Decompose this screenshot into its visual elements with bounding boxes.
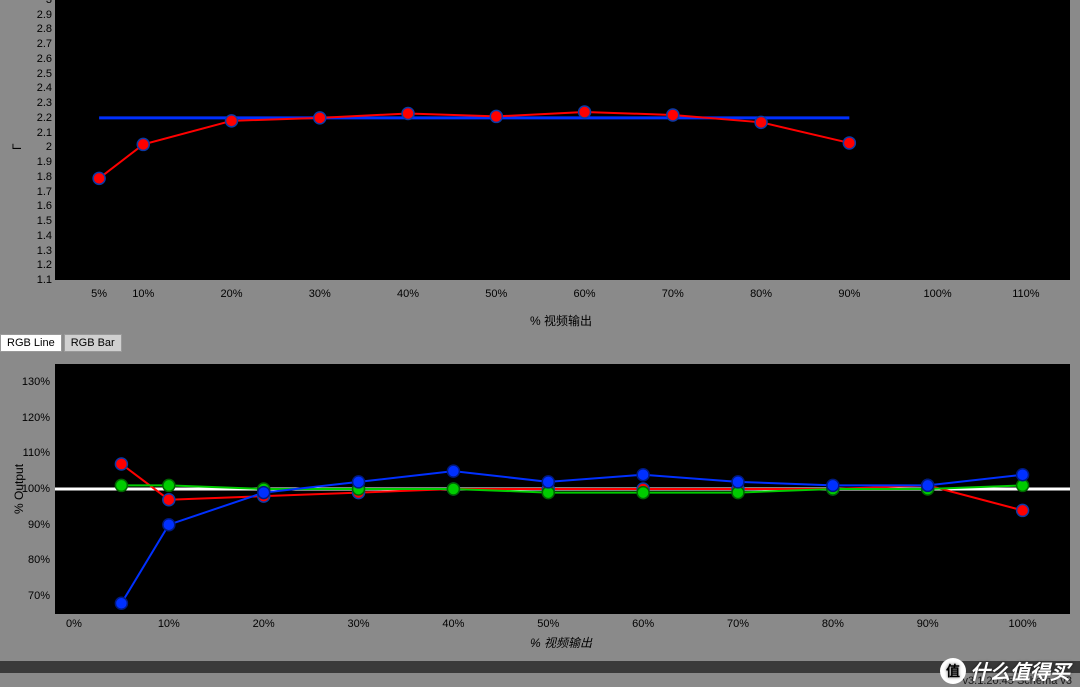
tab-rgb-bar[interactable]: RGB Bar xyxy=(64,334,122,352)
rgb-plot-area xyxy=(55,364,1070,614)
gamma-y-tick: 2.8 xyxy=(22,23,52,35)
rgb-chart-wrap: 70% 80% 90% 100% 110% 120% 130% 0% 10% 20% 30% 40%… xyxy=(0,354,1080,664)
gamma-chart-wrap: 1.1 1.2 1.3 1.4 1.5 1.6 1.7 1.8 1.9 2 2.1 2.2 2.3 2.4… xyxy=(0,0,1080,330)
rgb-x-tick: 100% xyxy=(1003,618,1043,630)
gamma-y-tick: 3 xyxy=(22,0,52,6)
footer-bar xyxy=(0,661,1080,673)
gamma-x-tick: 110% xyxy=(1006,288,1046,300)
rgb-y-tick: 80% xyxy=(20,554,50,566)
gamma-x-label: % 视频输出 xyxy=(530,312,592,329)
rgb-y-tick: 110% xyxy=(20,447,50,459)
rgb-x-tick: 40% xyxy=(433,618,473,630)
gamma-y-tick: 1.1 xyxy=(22,274,52,286)
rgb-y-tick: 70% xyxy=(20,590,50,602)
rgb-x-tick: 70% xyxy=(718,618,758,630)
gamma-x-tick: 10% xyxy=(123,288,163,300)
gamma-y-tick: 2.6 xyxy=(22,53,52,65)
gamma-y-tick: 2.5 xyxy=(22,68,52,80)
rgb-x-tick: 10% xyxy=(149,618,189,630)
gamma-x-tick: 60% xyxy=(565,288,605,300)
tab-rgb-line[interactable]: RGB Line xyxy=(0,334,62,352)
gamma-x-tick: 30% xyxy=(300,288,340,300)
gamma-y-tick: 2.7 xyxy=(22,38,52,50)
gamma-y-tick: 1.2 xyxy=(22,259,52,271)
gamma-y-tick: 2.2 xyxy=(22,112,52,124)
gamma-y-tick: 1.4 xyxy=(22,230,52,242)
rgb-x-tick: 0% xyxy=(54,618,94,630)
gamma-y-tick: 1.9 xyxy=(22,156,52,168)
chart-tabs: RGB Line RGB Bar xyxy=(0,334,122,352)
gamma-y-tick: 1.3 xyxy=(22,245,52,257)
gamma-x-tick: 80% xyxy=(741,288,781,300)
rgb-x-label: % 视频输出 xyxy=(530,634,592,651)
gamma-x-tick: 50% xyxy=(476,288,516,300)
gamma-x-tick: 40% xyxy=(388,288,428,300)
gamma-y-tick: 1.8 xyxy=(22,171,52,183)
rgb-y-tick: 130% xyxy=(20,376,50,388)
rgb-x-tick: 50% xyxy=(528,618,568,630)
gamma-y-tick: 2.1 xyxy=(22,127,52,139)
gamma-y-tick: 1.7 xyxy=(22,186,52,198)
gamma-x-tick: 70% xyxy=(653,288,693,300)
watermark-text: 什么值得买 xyxy=(970,656,1070,685)
gamma-y-tick: 2 xyxy=(22,141,52,153)
rgb-x-tick: 60% xyxy=(623,618,663,630)
rgb-y-tick: 120% xyxy=(20,412,50,424)
rgb-y-tick: 90% xyxy=(20,519,50,531)
gamma-x-tick: 20% xyxy=(212,288,252,300)
gamma-x-tick: 5% xyxy=(79,288,119,300)
gamma-plot-area xyxy=(55,0,1070,280)
gamma-y-tick: 1.6 xyxy=(22,200,52,212)
gamma-y-tick: 2.3 xyxy=(22,97,52,109)
gamma-y-tick: 2.9 xyxy=(22,9,52,21)
gamma-y-tick: 2.4 xyxy=(22,82,52,94)
rgb-x-tick: 90% xyxy=(908,618,948,630)
gamma-x-tick: 90% xyxy=(829,288,869,300)
gamma-y-label: Γ xyxy=(10,143,24,150)
rgb-x-tick: 20% xyxy=(244,618,284,630)
gamma-x-tick: 100% xyxy=(918,288,958,300)
watermark: 值 什么值得买 xyxy=(940,656,1070,685)
gamma-y-tick: 1.5 xyxy=(22,215,52,227)
rgb-y-label: % Output xyxy=(12,464,26,514)
watermark-badge-icon: 值 xyxy=(940,658,966,684)
rgb-x-tick: 30% xyxy=(339,618,379,630)
rgb-x-tick: 80% xyxy=(813,618,853,630)
